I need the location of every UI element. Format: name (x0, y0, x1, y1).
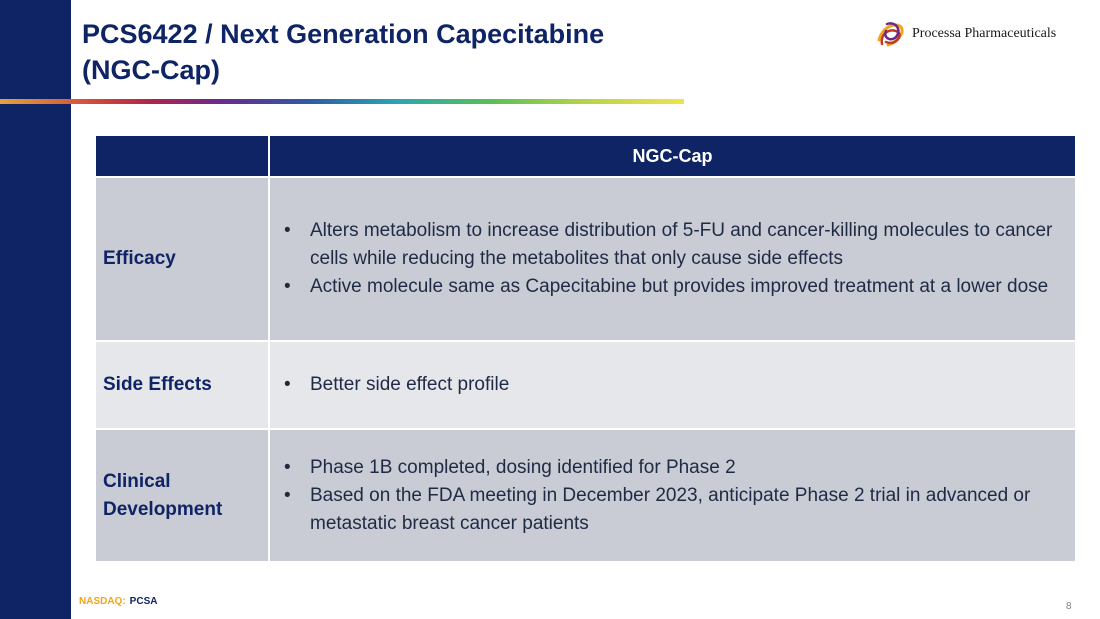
row-label-text: Clinical (103, 470, 171, 492)
bullet-list: Phase 1B completed, dosing identified fo… (270, 454, 1075, 538)
company-name: Processa Pharmaceuticals (912, 26, 1057, 41)
slide-title: PCS6422 / Next Generation Capecitabine (… (82, 16, 722, 88)
page-number: 8 (1066, 601, 1072, 612)
slide-title-line-2: (NGC-Cap) (82, 55, 220, 85)
table-header-row: NGC-Cap (96, 136, 1075, 177)
table-row-side-effects: Side Effects Better side effect profile (96, 340, 1075, 429)
row-content-efficacy: Alters metabolism to increase distributi… (269, 176, 1075, 341)
bullet-list: Better side effect profile (270, 371, 1075, 399)
table-row-efficacy: Efficacy Alters metabolism to increase d… (96, 176, 1075, 341)
row-label-efficacy: Efficacy (96, 176, 270, 341)
bullet-item: Active molecule same as Capecitabine but… (284, 273, 1055, 301)
footer-ticker: NASDAQ: PCSA (79, 596, 157, 607)
company-logo: Processa Pharmaceuticals (874, 18, 1056, 50)
row-label-text: Development (103, 498, 223, 520)
row-label-side-effects: Side Effects (96, 340, 270, 429)
column-header-ngc-cap: NGC-Cap (269, 136, 1075, 177)
row-label-text: Efficacy (103, 248, 176, 269)
left-accent-bar (0, 0, 71, 619)
row-label-clinical-development: Clinical Development (96, 428, 270, 561)
title-gradient-rule (0, 99, 684, 104)
header-blank-cell (96, 136, 270, 177)
bullet-list: Alters metabolism to increase distributi… (270, 217, 1075, 301)
comparison-table: NGC-Cap Efficacy Alters metabolism to in… (96, 136, 1075, 561)
ticker-symbol: PCSA (129, 596, 158, 607)
swirl-logo-icon (877, 22, 904, 47)
bullet-item: Based on the FDA meeting in December 202… (284, 482, 1055, 538)
bullet-item: Better side effect profile (284, 371, 1055, 399)
row-content-side-effects: Better side effect profile (269, 340, 1075, 429)
ticker-exchange: NASDAQ: (79, 596, 126, 607)
row-content-clinical-development: Phase 1B completed, dosing identified fo… (269, 428, 1075, 561)
slide-title-line-1: PCS6422 / Next Generation Capecitabine (82, 19, 605, 49)
table-row-clinical-development: Clinical Development Phase 1B completed,… (96, 428, 1075, 561)
bullet-item: Alters metabolism to increase distributi… (284, 217, 1055, 273)
bullet-item: Phase 1B completed, dosing identified fo… (284, 454, 1055, 482)
row-label-text: Side Effects (103, 374, 212, 395)
